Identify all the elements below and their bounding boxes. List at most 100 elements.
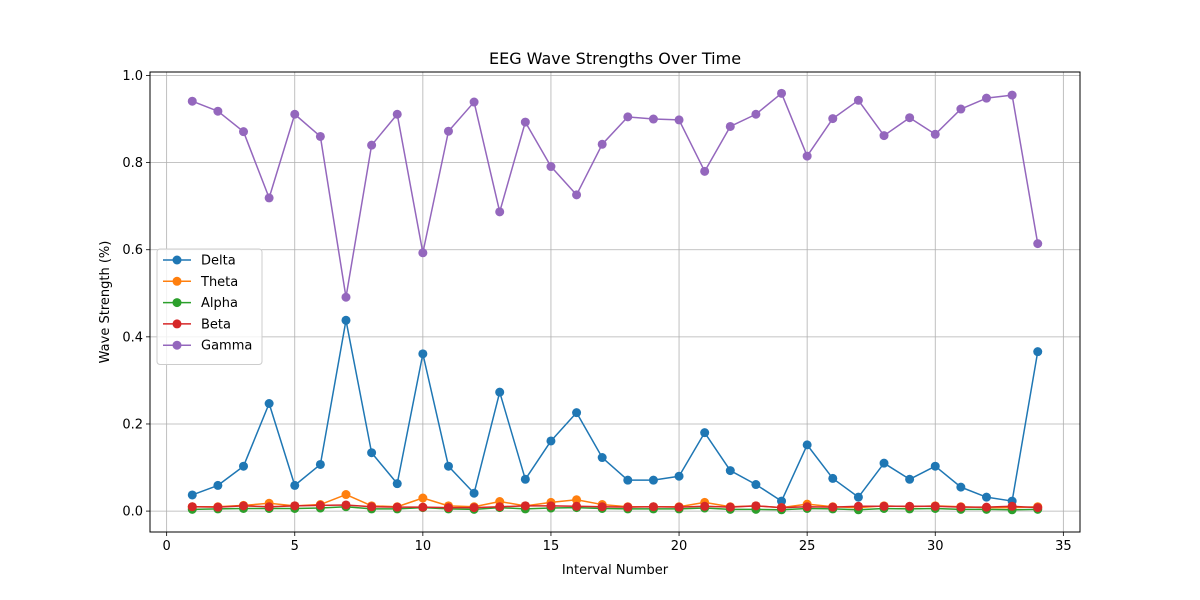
data-point-delta — [751, 480, 761, 490]
data-point-gamma — [956, 104, 966, 114]
data-point-gamma — [623, 112, 633, 122]
data-point-delta — [315, 459, 325, 469]
data-point-beta — [546, 501, 556, 511]
data-point-gamma — [213, 106, 223, 116]
data-point-delta — [828, 473, 838, 483]
data-point-gamma — [341, 292, 351, 302]
legend-label: Gamma — [201, 339, 252, 354]
data-point-gamma — [802, 151, 812, 161]
legend: Delta Theta Alpha Beta Gamma — [156, 248, 263, 365]
data-point-gamma — [1033, 239, 1043, 249]
legend-label: Delta — [201, 254, 236, 269]
data-point-theta — [572, 495, 582, 505]
data-point-beta — [930, 501, 940, 511]
data-point-beta — [392, 502, 402, 512]
data-point-gamma — [546, 162, 556, 172]
y-axis-label: Wave Strength (%) — [98, 241, 113, 364]
data-point-theta — [418, 493, 428, 503]
x-axis-label: Interval Number — [562, 563, 669, 578]
data-point-delta — [520, 474, 530, 484]
data-point-gamma — [418, 248, 428, 258]
data-point-gamma — [572, 190, 582, 200]
data-point-gamma — [674, 115, 684, 125]
data-point-beta — [725, 502, 735, 512]
data-point-beta — [1007, 501, 1017, 511]
data-point-delta — [443, 461, 453, 471]
grid — [150, 72, 1080, 532]
y-tick-label: 1.0 — [122, 69, 143, 84]
y-tick-label: 0.0 — [122, 505, 143, 520]
data-point-delta — [777, 496, 787, 506]
x-tick-label: 10 — [415, 539, 432, 554]
data-point-beta — [520, 501, 530, 511]
series-gamma — [187, 88, 1043, 302]
data-point-gamma — [828, 114, 838, 124]
data-point-delta — [725, 466, 735, 476]
data-point-gamma — [520, 117, 530, 127]
data-point-gamma — [930, 129, 940, 139]
data-point-delta — [469, 488, 479, 498]
data-point-delta — [648, 475, 658, 485]
data-point-gamma — [853, 95, 863, 105]
y-tick-label: 0.6 — [122, 243, 143, 258]
data-point-gamma — [469, 97, 479, 107]
data-point-beta — [905, 501, 915, 511]
data-point-delta — [546, 436, 556, 446]
data-point-beta — [751, 501, 761, 511]
data-point-beta — [239, 501, 249, 511]
legend-swatch-marker — [172, 319, 182, 329]
data-point-beta — [187, 502, 197, 512]
x-tick-label: 25 — [799, 539, 816, 554]
data-point-beta — [213, 502, 223, 512]
series-line-delta — [192, 319, 1039, 502]
data-point-gamma — [239, 127, 249, 137]
legend-label: Beta — [201, 317, 231, 332]
data-point-gamma — [981, 93, 991, 103]
data-point-delta — [187, 490, 197, 500]
data-point-beta — [879, 501, 889, 511]
data-point-delta — [495, 387, 505, 397]
data-point-theta — [341, 490, 351, 500]
data-point-beta — [495, 502, 505, 512]
legend-box — [156, 248, 263, 365]
data-point-beta — [828, 502, 838, 512]
data-point-beta — [341, 500, 351, 510]
x-tick-label: 20 — [671, 539, 688, 554]
data-point-gamma — [700, 166, 710, 176]
data-point-beta — [802, 502, 812, 512]
series-delta — [187, 315, 1043, 506]
data-point-beta — [674, 502, 684, 512]
data-point-gamma — [1007, 90, 1017, 100]
legend-swatch-marker — [172, 340, 182, 350]
data-point-beta — [290, 501, 300, 511]
x-tick-label: 35 — [1055, 539, 1072, 554]
series-beta — [187, 500, 1043, 513]
data-point-beta — [648, 502, 658, 512]
data-point-gamma — [187, 96, 197, 106]
data-point-beta — [572, 501, 582, 511]
plot-frame — [149, 71, 1081, 533]
legend-label: Alpha — [201, 296, 238, 311]
data-point-delta — [905, 474, 915, 484]
data-point-gamma — [290, 109, 300, 119]
data-point-delta — [623, 475, 633, 485]
data-point-beta — [315, 500, 325, 510]
data-point-beta — [1033, 503, 1043, 513]
legend-swatch-marker — [172, 276, 182, 286]
data-point-delta — [367, 448, 377, 458]
chart-title: EEG Wave Strengths Over Time — [489, 49, 741, 68]
data-point-gamma — [751, 109, 761, 119]
x-tick-label: 0 — [163, 539, 171, 554]
data-point-beta — [597, 502, 607, 512]
legend-item-alpha: Alpha — [163, 296, 238, 311]
data-point-gamma — [648, 114, 658, 124]
data-point-gamma — [392, 109, 402, 119]
data-point-beta — [418, 502, 428, 512]
y-tick-label: 0.8 — [122, 156, 143, 171]
legend-label: Theta — [200, 275, 238, 290]
data-point-delta — [341, 315, 351, 325]
series-line-gamma — [191, 92, 1039, 298]
series-line-beta — [192, 504, 1038, 509]
y-tick-label: 0.4 — [122, 330, 143, 345]
data-point-gamma — [879, 131, 889, 141]
